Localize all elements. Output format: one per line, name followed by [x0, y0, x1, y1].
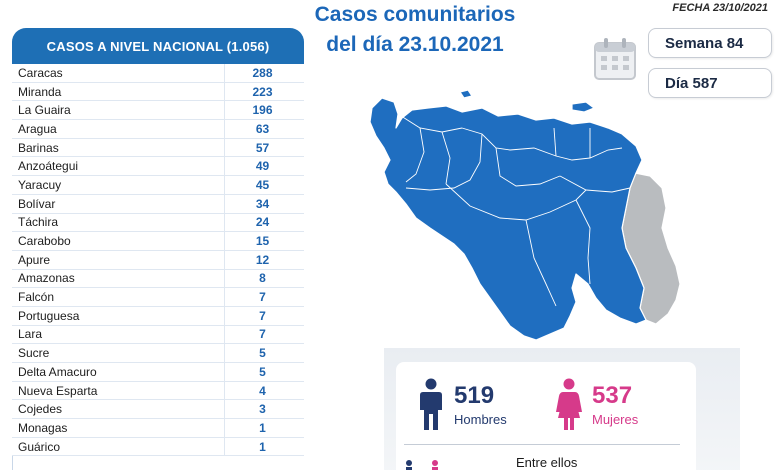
between-label: Entre ellos: [516, 455, 578, 470]
table-row: Barinas 57: [12, 138, 304, 158]
state-name: Cojedes: [18, 402, 63, 417]
case-count: 15: [224, 232, 300, 250]
state-name: Amazonas: [18, 271, 75, 286]
stats-card: [396, 362, 696, 470]
case-count: 57: [224, 138, 300, 157]
case-count: 1: [224, 437, 300, 456]
men-count: 519: [454, 382, 495, 409]
table-row: Guárico 1: [12, 437, 304, 457]
state-name: Falcón: [18, 290, 55, 305]
venezuela-map: [369, 89, 681, 341]
mini-female-icon: [432, 460, 438, 470]
case-count: 5: [224, 344, 300, 362]
case-count: 49: [224, 157, 300, 176]
state-name: Yaracuy: [18, 177, 62, 192]
table-row: Aragua 63: [12, 120, 304, 139]
women-stat: 537 Mujeres: [556, 378, 638, 432]
men-stat: 519 Hombres: [418, 378, 507, 432]
state-name: Bolívar: [18, 196, 56, 211]
table-row: Monagas 1: [12, 419, 304, 438]
stats-divider: [404, 444, 680, 445]
table-row: Amazonas 8: [12, 269, 304, 289]
case-count: 288: [224, 64, 300, 82]
case-count: 3: [224, 400, 300, 419]
state-name: Anzoátegui: [18, 159, 79, 174]
table-row: Cojedes 3: [12, 400, 304, 420]
map-island-north: [459, 89, 473, 99]
title-line-2: del día 23.10.2021: [326, 33, 504, 56]
case-count: 12: [224, 250, 300, 269]
state-name: Sucre: [18, 346, 50, 361]
men-label: Hombres: [454, 412, 507, 427]
table-row: La Guaira 196: [12, 101, 304, 121]
table-row: Bolívar 34: [12, 194, 304, 214]
state-name: Lara: [18, 327, 43, 342]
map-island-margarita: [571, 101, 595, 113]
page-title: Casos comunitarios del día 23.10.2021: [300, 0, 530, 60]
state-name: Guárico: [18, 439, 61, 454]
table-row: Falcón 7: [12, 288, 304, 307]
case-count: 63: [224, 120, 300, 138]
cases-table-rows: Caracas 288 Miranda 223 La Guaira 196 Aragua 63…: [12, 64, 304, 457]
state-name: Carabobo: [18, 234, 71, 249]
table-row: Yaracuy 45: [12, 176, 304, 195]
day-badge: Día 587: [648, 68, 772, 98]
state-name: Monagas: [18, 420, 68, 435]
state-name: Delta Amacuro: [18, 364, 97, 379]
table-row: Caracas 288: [12, 64, 304, 83]
table-row: Sucre 5: [12, 344, 304, 363]
state-name: Aragua: [18, 121, 57, 136]
case-count: 223: [224, 82, 300, 101]
state-name: Barinas: [18, 140, 59, 155]
case-count: 4: [224, 381, 300, 400]
state-name: Apure: [18, 252, 51, 267]
case-count: 196: [224, 101, 300, 120]
women-label: Mujeres: [592, 412, 639, 427]
state-name: La Guaira: [18, 103, 71, 118]
table-row: Carabobo 15: [12, 232, 304, 251]
report-date: FECHA 23/10/2021: [672, 2, 768, 14]
table-row: Lara 7: [12, 325, 304, 345]
mini-male-icon: [406, 460, 412, 470]
case-count: 45: [224, 176, 300, 194]
state-name: Caracas: [18, 65, 63, 80]
case-count: 24: [224, 213, 300, 232]
women-count: 537: [592, 382, 633, 409]
female-figure-icon: [556, 378, 582, 430]
table-row: Nueva Esparta 4: [12, 381, 304, 401]
case-count: 1: [224, 419, 300, 437]
case-count: 34: [224, 194, 300, 213]
table-row: Táchira 24: [12, 213, 304, 233]
case-count: 7: [224, 288, 300, 306]
male-figure-icon: [420, 378, 442, 430]
cases-table: CASOS A NIVEL NACIONAL (1.056) Caracas 28…: [12, 28, 304, 470]
case-count: 8: [224, 269, 300, 288]
table-row: Anzoátegui 49: [12, 157, 304, 177]
state-name: Nueva Esparta: [18, 383, 98, 398]
table-row: Portuguesa 7: [12, 306, 304, 326]
week-badge: Semana 84: [648, 28, 772, 58]
state-name: Táchira: [18, 215, 59, 230]
state-name: Portuguesa: [18, 308, 80, 323]
case-count: 7: [224, 306, 300, 325]
case-count: 7: [224, 325, 300, 344]
title-line-1: Casos comunitarios: [314, 3, 516, 26]
table-row: Miranda 223: [12, 82, 304, 102]
table-row: Delta Amacuro 5: [12, 363, 304, 382]
state-name: Miranda: [18, 84, 62, 99]
table-row: Apure 12: [12, 250, 304, 270]
calendar-icon: [594, 38, 636, 80]
case-count: 5: [224, 363, 300, 381]
cases-table-title: CASOS A NIVEL NACIONAL (1.056): [12, 28, 304, 64]
